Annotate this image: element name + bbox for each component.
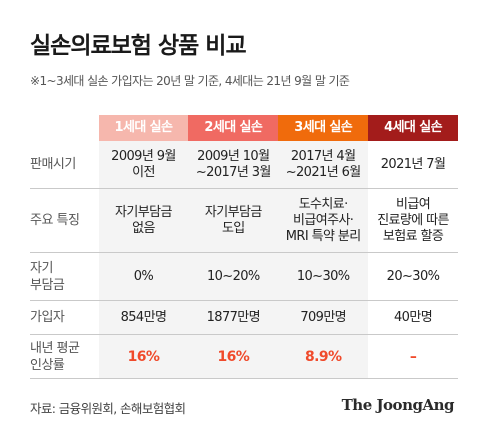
cell-increase-gen2: 16% [188,335,279,378]
column-header-gen1: 1세대 실손 [98,115,189,141]
column-header-gen4: 4세대 실손 [368,115,458,141]
table-row: 판매시기 2009년 9월 이전 2009년 10월 ~2017년 3월 201… [30,141,458,189]
publisher-logo: The JoongAng [341,396,455,414]
cell-deductible-gen2: 10~20% [188,253,279,300]
cell-deductible-gen1: 0% [98,253,189,300]
cell-increase-gen4: – [368,335,458,378]
cell-features-gen1: 자기부담금 없음 [98,189,189,252]
source-credit: 자료: 금융위원회, 손해보험협회 [30,401,186,416]
row-label-subscribers: 가입자 [30,310,65,325]
cell-period-gen1: 2009년 9월 이전 [98,141,189,188]
cell-increase-gen1: 16% [98,335,189,378]
cell-features-gen4: 비급여 진료량에 따른 보험료 할증 [368,189,458,252]
cell-subscribers-gen2: 1877만명 [188,301,279,334]
cell-period-gen3: 2017년 4월 ~2021년 6월 [278,141,369,188]
cell-increase-gen3: 8.9% [278,335,369,378]
comparison-table: 1세대 실손 2세대 실손 3세대 실손 4세대 실손 판매시기 2009년 9… [30,115,458,379]
cell-features-gen2: 자기부담금 도입 [188,189,279,252]
table-header-row: 1세대 실손 2세대 실손 3세대 실손 4세대 실손 [30,115,458,141]
table-row: 자기 부담금 0% 10~20% 10~30% 20~30% [30,253,458,301]
cell-period-gen2: 2009년 10월 ~2017년 3월 [188,141,279,188]
footnote: ※1~3세대 실손 가입자는 20년 말 기준, 4세대는 21년 9월 말 기… [30,74,350,88]
page-title: 실손의료보험 상품 비교 [30,33,247,59]
cell-deductible-gen4: 20~30% [368,253,458,300]
row-label-features: 주요 특징 [30,213,80,228]
cell-subscribers-gen1: 854만명 [98,301,189,334]
row-label-deductible: 자기 부담금 [30,260,65,293]
row-label-increase: 내년 평균 인상률 [30,340,80,373]
row-label-period: 판매시기 [30,157,76,172]
column-header-gen3: 3세대 실손 [278,115,369,141]
cell-features-gen3: 도수치료· 비급여주사· MRI 특약 분리 [278,189,369,252]
cell-period-gen4: 2021년 7월 [368,141,458,188]
table-row: 내년 평균 인상률 16% 16% 8.9% – [30,335,458,379]
cell-subscribers-gen3: 709만명 [278,301,369,334]
cell-deductible-gen3: 10~30% [278,253,369,300]
table-row: 가입자 854만명 1877만명 709만명 40만명 [30,301,458,335]
column-header-gen2: 2세대 실손 [188,115,279,141]
cell-subscribers-gen4: 40만명 [368,301,458,334]
table-row: 주요 특징 자기부담금 없음 자기부담금 도입 도수치료· 비급여주사· MRI… [30,189,458,253]
header-spacer [30,115,96,141]
